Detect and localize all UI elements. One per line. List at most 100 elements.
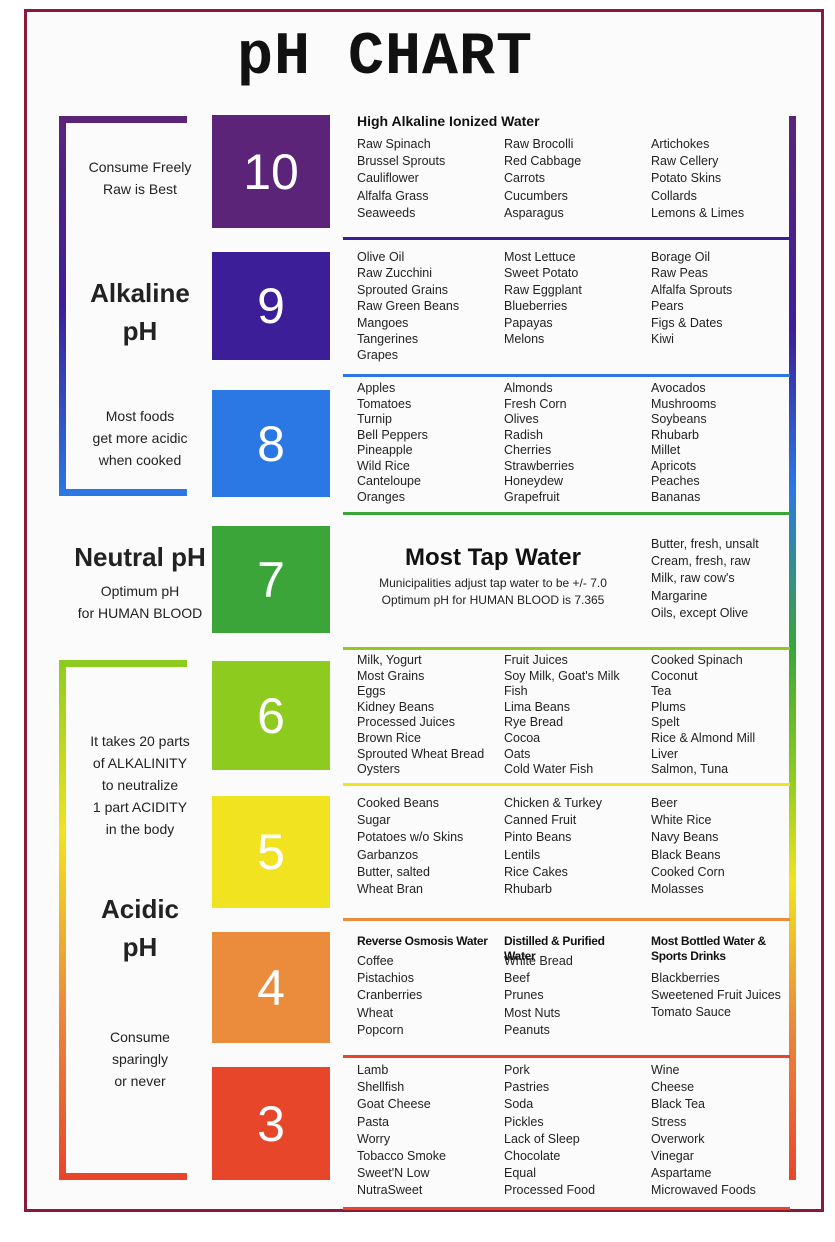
side-note-line: Consume (110, 1029, 170, 1045)
food-item: Tea (651, 684, 672, 699)
separator (343, 1207, 790, 1210)
row-heading: High Alkaline Ionized Water (357, 113, 540, 129)
food-item: Bell Peppers (357, 427, 428, 442)
side-note: Most foods get more acidic when cooked (65, 405, 215, 471)
food-item: Cocoa (504, 731, 541, 745)
side-note-line: for HUMAN BLOOD (77, 605, 203, 621)
side-note-line: Optimum pH (100, 583, 180, 599)
food-item: Canteloupe (357, 474, 421, 488)
side-label-line: pH (122, 316, 158, 346)
food-item: Plums (651, 699, 686, 714)
food-item: Wheat (357, 1005, 394, 1020)
food-item: Lima Beans (504, 699, 571, 714)
ph-box: 4 (212, 932, 330, 1043)
food-item: Lentils (504, 847, 541, 862)
food-item: Salmon, Tuna (651, 762, 729, 777)
food-item: Pistachios (357, 971, 414, 986)
food-item: Eggs (357, 684, 386, 699)
food-item: Processed Juices (357, 715, 455, 730)
side-note-line: 1 part ACIDITY (92, 799, 188, 815)
ph-box: 7 (212, 526, 330, 633)
food-item: Rye Bread (504, 715, 564, 730)
food-item: Coconut (651, 668, 698, 683)
food-item: Raw Green Beans (357, 299, 460, 314)
food-item: Raw Peas (651, 266, 708, 281)
food-item: Papayas (504, 315, 553, 330)
food-item: Lack of Sleep (504, 1131, 580, 1146)
food-item: Peaches (651, 474, 700, 488)
food-item: Sweetened Fruit Juices (651, 988, 781, 1003)
food-item: Mangoes (357, 315, 409, 330)
side-label: Alkaline pH (65, 274, 215, 350)
food-item: Milk, Yogurt (357, 653, 422, 667)
side-label-line: pH (122, 932, 158, 962)
food-item: Avocados (651, 381, 706, 395)
food-item: Oils, except Olive (651, 605, 749, 620)
food-item: Microwaved Foods (651, 1183, 756, 1198)
food-item: Wine (651, 1063, 680, 1077)
food-item: Turnip (357, 412, 392, 426)
ph-box: 9 (212, 252, 330, 360)
food-item: Kidney Beans (357, 699, 435, 714)
food-item: Carrots (504, 171, 545, 186)
food-item: Raw Zucchini (357, 266, 433, 281)
separator (343, 647, 790, 650)
food-item: Chicken & Turkey (504, 796, 602, 810)
food-item: Cooked Spinach (651, 653, 743, 667)
food-item: Potato Skins (651, 171, 722, 186)
food-item: Sweet'N Low (357, 1166, 430, 1181)
column-heading: Reverse Osmosis Water (357, 934, 488, 948)
side-note: It takes 20 parts of ALKALINITY to neutral… (65, 730, 215, 840)
food-item: Processed Food (504, 1183, 596, 1198)
food-item: Olives (504, 412, 539, 426)
food-item: Equal (504, 1166, 536, 1181)
food-item: Honeydew (504, 474, 564, 488)
food-item: Artichokes (651, 137, 710, 151)
side-note-line: It takes 20 parts (90, 733, 190, 749)
food-item: Prunes (504, 988, 544, 1003)
row-heading: Most Tap Water (404, 544, 581, 571)
food-item: Vinegar (651, 1149, 694, 1163)
food-item: Rhubarb (651, 427, 699, 442)
food-item: Aspartame (651, 1166, 712, 1181)
food-item: Popcorn (357, 1022, 404, 1037)
food-item: Raw Brocolli (504, 137, 574, 151)
side-note-line: Raw is Best (103, 181, 177, 197)
food-item: Cranberries (357, 988, 423, 1003)
food-item: Pickles (504, 1114, 544, 1129)
food-item: Cold Water Fish (504, 762, 594, 777)
side-note-line: in the body (105, 821, 175, 837)
food-item: Liver (651, 746, 679, 761)
side-note-line: when cooked (98, 452, 182, 468)
separator (343, 783, 790, 786)
food-item: Alfalfa Grass (357, 188, 429, 203)
food-item: Mushrooms (651, 396, 717, 411)
food-item: Raw Spinach (357, 137, 431, 151)
food-item: Cooked Corn (651, 864, 725, 879)
food-item: Collards (651, 188, 697, 203)
food-item: Cherries (504, 443, 552, 457)
food-item: Cream, fresh, raw (651, 554, 751, 569)
ph-box: 10 (212, 115, 330, 228)
food-item: Strawberries (504, 458, 575, 473)
side-note-line: of ALKALINITY (92, 755, 188, 771)
food-item: Black Beans (651, 847, 721, 862)
food-item: Chocolate (504, 1149, 561, 1163)
separator (343, 374, 790, 377)
food-item: Brown Rice (357, 731, 421, 745)
separator (343, 512, 790, 515)
food-item: Pineapple (357, 443, 413, 457)
row-note: Municipalities adjust tap water to be +/… (379, 576, 607, 590)
food-item: Olive Oil (357, 250, 405, 264)
food-item: Worry (357, 1131, 391, 1146)
food-item: Sweet Potato (504, 266, 579, 281)
side-note: Consume sparingly or never (65, 1026, 215, 1092)
food-item: Seaweeds (357, 205, 416, 220)
food-item: Pinto Beans (504, 830, 572, 845)
food-item: Apricots (651, 458, 697, 473)
food-item: Soybeans (651, 412, 707, 426)
food-item: Brussel Sprouts (357, 154, 446, 169)
food-item: Lamb (357, 1063, 389, 1077)
ph-box: 6 (212, 661, 330, 770)
food-item: Soda (504, 1097, 534, 1112)
